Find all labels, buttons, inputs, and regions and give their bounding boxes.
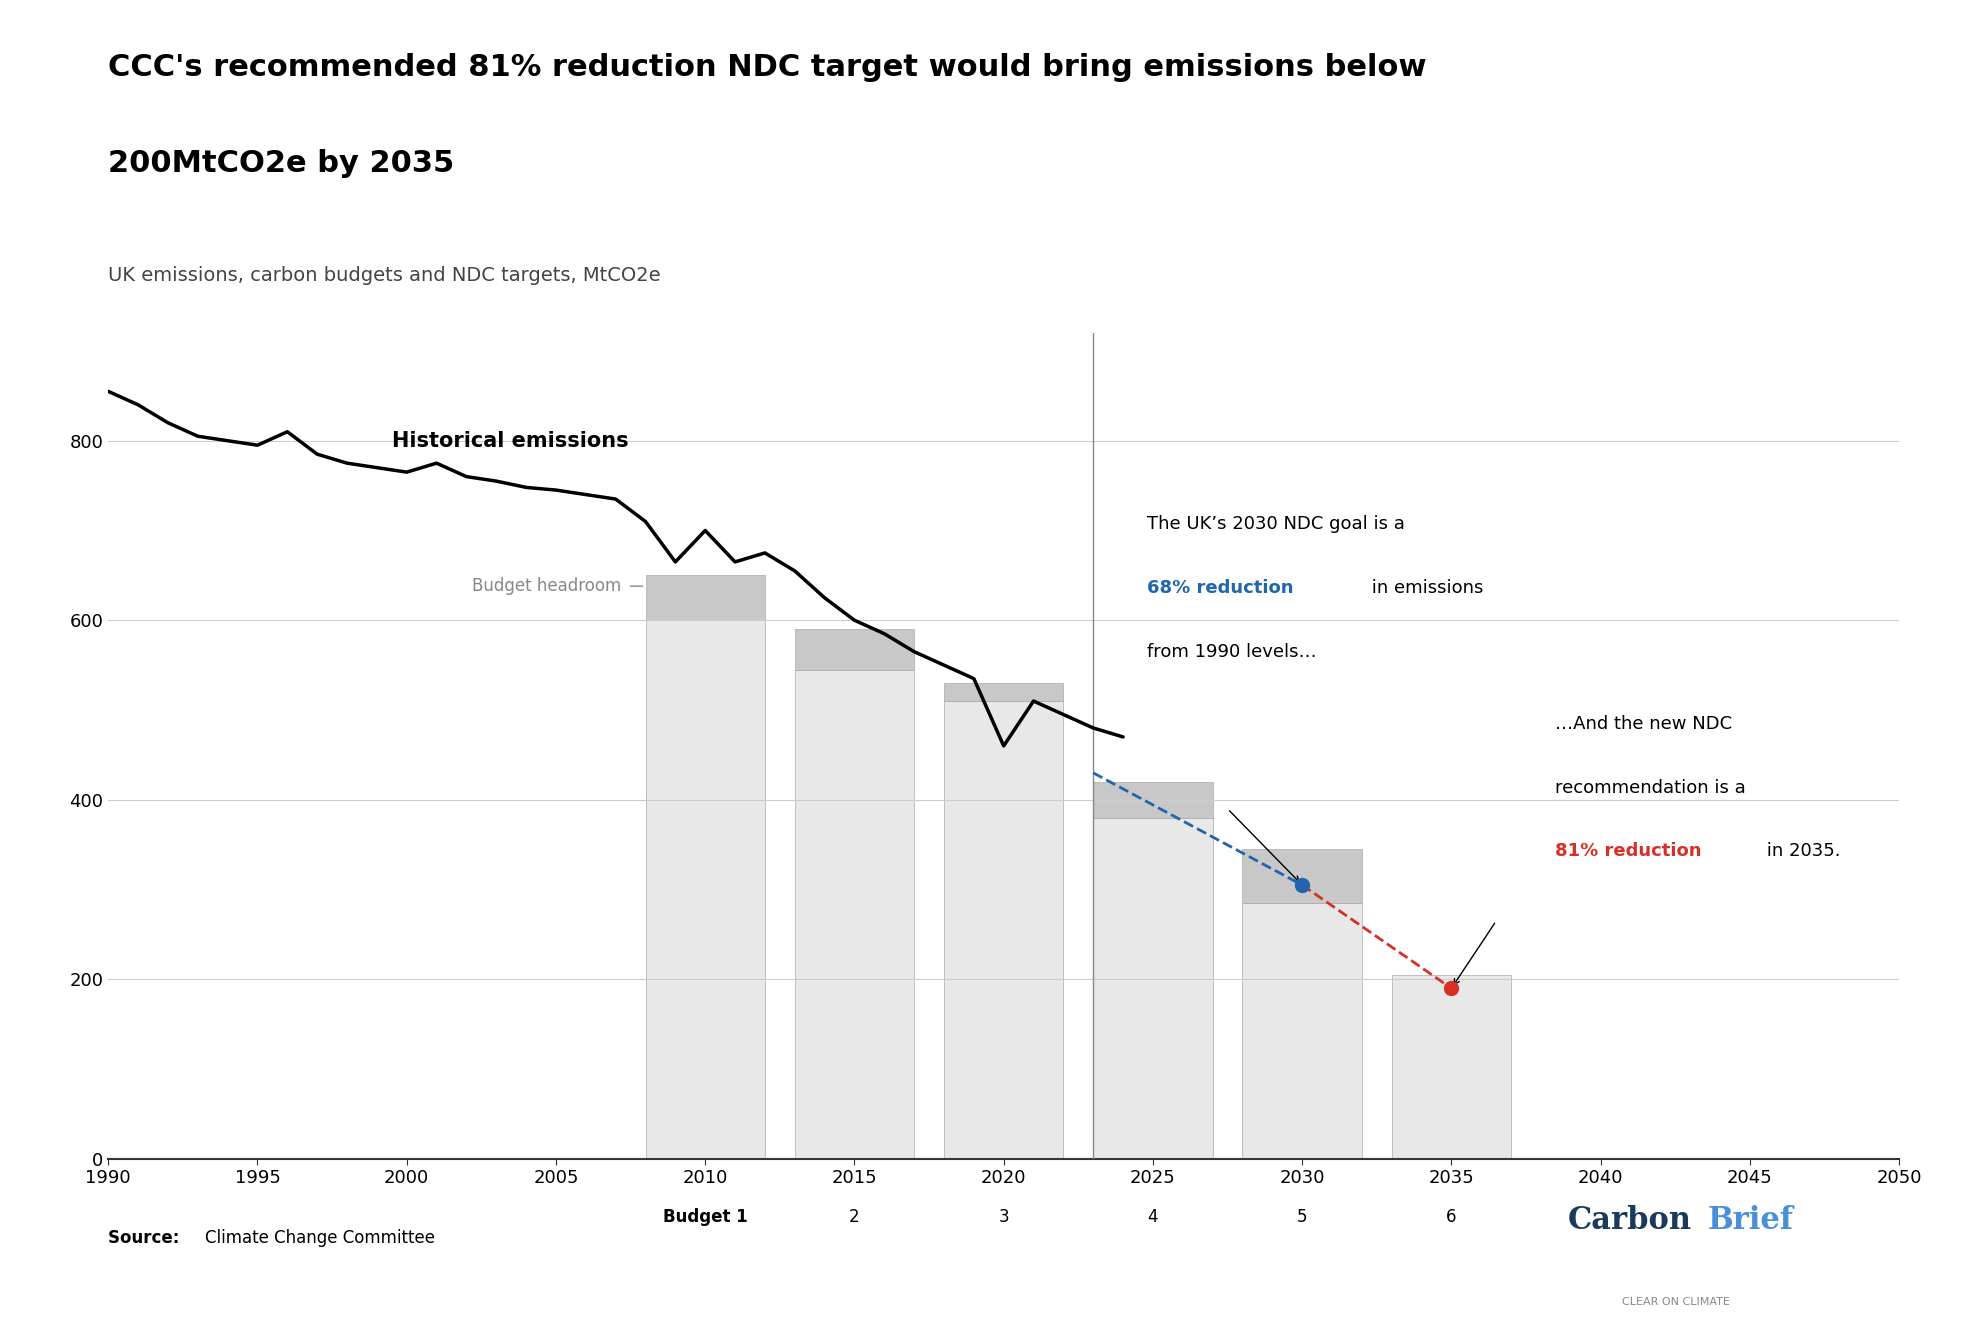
Text: …And the new NDC: …And the new NDC [1555,714,1732,733]
Text: 68% reduction: 68% reduction [1147,578,1293,597]
Text: CLEAR ON CLIMATE: CLEAR ON CLIMATE [1622,1297,1730,1307]
Bar [1242,903,1362,1159]
Bar [646,575,766,621]
Bar [945,683,1063,701]
Text: Budget 1: Budget 1 [663,1208,748,1227]
Point [1437,978,1468,999]
Text: 200MtCO2e by 2035: 200MtCO2e by 2035 [108,149,455,178]
Bar [795,670,915,1159]
Bar [1391,975,1511,1159]
Text: 4: 4 [1147,1208,1159,1227]
Text: CCC's recommended 81% reduction NDC target would bring emissions below: CCC's recommended 81% reduction NDC targ… [108,53,1427,83]
Text: in emissions: in emissions [1366,578,1484,597]
Bar [1242,850,1362,903]
Text: 81% reduction: 81% reduction [1555,842,1700,860]
Text: Brief: Brief [1708,1204,1793,1236]
Text: 2: 2 [848,1208,860,1227]
Bar [795,629,915,670]
Bar [945,701,1063,1159]
Bar [1094,818,1212,1159]
Text: Budget headroom: Budget headroom [472,577,622,595]
Text: 3: 3 [998,1208,1010,1227]
Text: Carbon: Carbon [1568,1204,1692,1236]
Text: UK emissions, carbon budgets and NDC targets, MtCO2e: UK emissions, carbon budgets and NDC tar… [108,266,661,285]
Text: Source:: Source: [108,1228,185,1247]
Text: 6: 6 [1446,1208,1456,1227]
Text: Historical emissions: Historical emissions [392,430,628,450]
Text: The UK’s 2030 NDC goal is a: The UK’s 2030 NDC goal is a [1147,514,1405,533]
Bar [646,621,766,1159]
Text: Climate Change Committee: Climate Change Committee [205,1228,435,1247]
Text: from 1990 levels…: from 1990 levels… [1147,642,1317,661]
Text: 5: 5 [1297,1208,1307,1227]
Bar [1094,782,1212,818]
Point [1287,874,1319,895]
Text: recommendation is a: recommendation is a [1555,778,1746,797]
Text: in 2035.: in 2035. [1761,842,1840,860]
